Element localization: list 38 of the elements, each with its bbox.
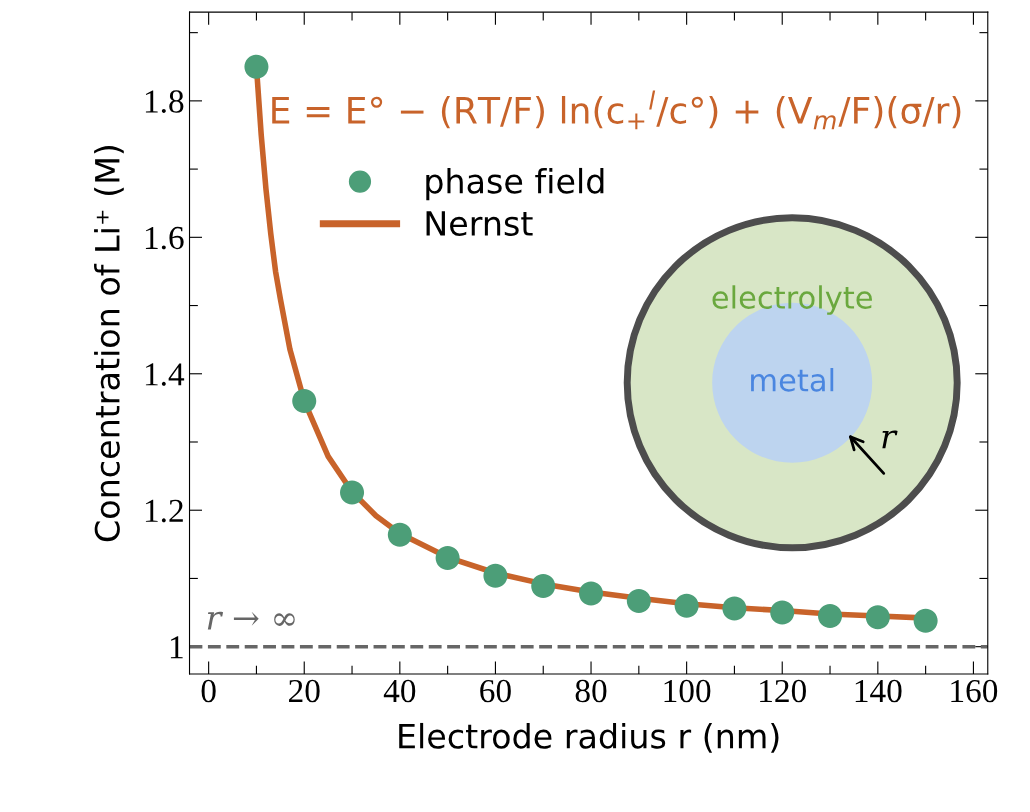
point (722, 596, 747, 621)
point (387, 522, 412, 547)
point (770, 600, 795, 625)
x-tick-label: 100 (664, 679, 711, 703)
y-tick-label: 1.2 (145, 499, 183, 523)
point (292, 389, 317, 414)
x-tick-label: 40 (383, 679, 416, 703)
x-tick-label: 140 (855, 679, 902, 703)
x-tick-label: 20 (289, 679, 320, 703)
legend-label: phase field (426, 167, 604, 201)
point (340, 480, 365, 505)
y-tick-label: 1.8 (145, 90, 184, 113)
x-tick-label: 120 (760, 679, 806, 703)
ref-line-label: r → ∞ (207, 611, 295, 630)
annotation: E = E° − (RT/F) ln(c$_{+}$$^{l}$/c°) + (V$_{m}$/F)(σ/r) (272, 90, 961, 130)
point (865, 605, 890, 630)
x-tick-label: 80 (575, 679, 607, 703)
point (674, 593, 699, 618)
point (483, 563, 508, 588)
y-tick-label: 1.4 (145, 363, 185, 386)
x-tick-label: 160 (951, 679, 998, 703)
point (913, 608, 938, 633)
point (626, 588, 651, 613)
point (579, 581, 604, 606)
x-tick-label: 60 (480, 679, 511, 703)
annotation: metal (751, 367, 834, 392)
point (818, 603, 843, 628)
point (435, 545, 460, 571)
x-axis-title: Electrode radius r (nm) (399, 722, 779, 753)
x-tick-label: 0 (201, 679, 216, 703)
annotation: r (882, 430, 898, 449)
legend-label: Nernst (426, 211, 533, 236)
y-tick-label: 1 (170, 636, 183, 659)
y-axis-title: Concentration of Li⁺ (M) (94, 145, 124, 542)
y-tick-label: 1.6 (145, 226, 184, 250)
annotation: electrolyte (712, 285, 872, 315)
point (244, 54, 269, 79)
point (531, 573, 556, 598)
